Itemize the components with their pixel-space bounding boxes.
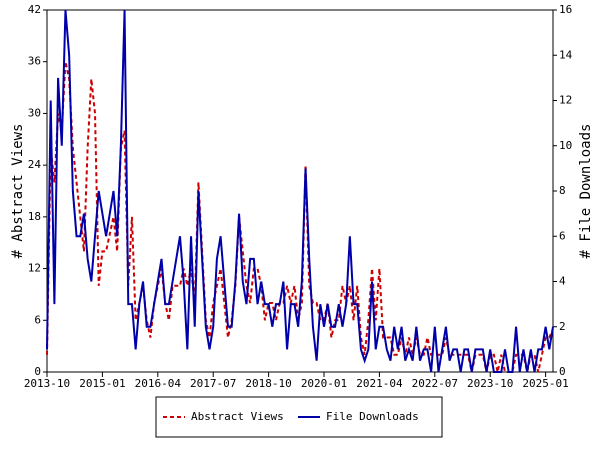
y2-axis-label: # File Downloads <box>578 124 594 259</box>
y-tick-label: 18 <box>28 210 41 223</box>
x-tick-label: 2015-01 <box>79 377 125 390</box>
x-tick-label: 2018-10 <box>245 377 291 390</box>
y-tick-label: 30 <box>28 106 41 119</box>
y-axis-label: # Abstract Views <box>10 124 26 259</box>
y2-tick-label: 6 <box>559 229 566 242</box>
series-line <box>46 61 554 373</box>
series-line <box>46 9 554 373</box>
y2-tick-label: 12 <box>559 94 572 107</box>
y2-tick-label: 4 <box>559 275 566 288</box>
x-tick-label: 2023-10 <box>467 377 513 390</box>
x-tick-label: 2025-01 <box>522 377 568 390</box>
y2-tick-label: 16 <box>559 3 572 16</box>
y2-tick-label: 14 <box>559 48 573 61</box>
x-tick-label: 2013-10 <box>24 377 70 390</box>
x-tick-label: 2022-07 <box>412 377 458 390</box>
y-tick-label: 24 <box>28 158 42 171</box>
x-tick-label: 2020-01 <box>301 377 347 390</box>
y2-tick-label: 10 <box>559 139 572 152</box>
y-tick-label: 12 <box>28 262 41 275</box>
y2-tick-label: 8 <box>559 184 566 197</box>
y2-tick-label: 0 <box>559 365 566 378</box>
x-tick-label: 2021-04 <box>356 377 403 390</box>
y2-tick-label: 2 <box>559 320 566 333</box>
legend-label: File Downloads <box>326 410 419 423</box>
y-tick-label: 42 <box>28 3 41 16</box>
x-tick-label: 2016-04 <box>135 377 182 390</box>
y-tick-label: 0 <box>34 365 41 378</box>
legend-label: Abstract Views <box>191 410 284 423</box>
y-tick-label: 36 <box>28 55 41 68</box>
x-tick-label: 2017-07 <box>190 377 236 390</box>
y-tick-label: 6 <box>34 313 41 326</box>
